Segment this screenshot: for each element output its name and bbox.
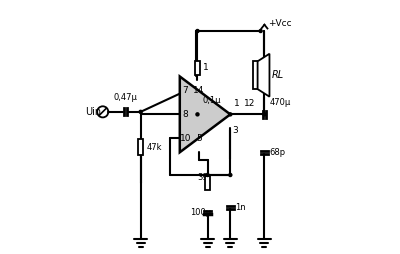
Text: 47k: 47k	[146, 143, 162, 152]
Bar	[253, 61, 258, 89]
Text: +Vcc: +Vcc	[268, 19, 292, 28]
Text: 100µ: 100µ	[190, 208, 211, 217]
Text: 68p: 68p	[269, 148, 285, 157]
Circle shape	[229, 113, 232, 116]
Text: 0,47µ: 0,47µ	[114, 93, 138, 102]
Bar	[205, 176, 210, 189]
Text: 470µ: 470µ	[270, 98, 291, 107]
Text: 3: 3	[232, 126, 238, 135]
Text: 5: 5	[196, 134, 202, 143]
Bar	[138, 139, 143, 155]
Bar	[195, 61, 200, 75]
Text: 1: 1	[234, 99, 240, 107]
Text: 10: 10	[180, 134, 191, 143]
Text: 1n: 1n	[235, 203, 246, 212]
Polygon shape	[258, 54, 270, 97]
Text: 8: 8	[182, 110, 188, 119]
Circle shape	[196, 113, 199, 116]
Circle shape	[229, 173, 232, 177]
Text: 0,1µ: 0,1µ	[202, 96, 220, 105]
Text: 7: 7	[182, 86, 188, 95]
Text: 14: 14	[193, 86, 204, 95]
Text: RL: RL	[272, 70, 284, 80]
Circle shape	[259, 29, 262, 33]
Circle shape	[196, 29, 199, 33]
Text: 12: 12	[244, 99, 256, 107]
Text: 1: 1	[203, 63, 209, 72]
Circle shape	[206, 173, 209, 177]
Text: 39: 39	[198, 173, 208, 182]
Circle shape	[139, 110, 142, 113]
Text: Uin: Uin	[85, 107, 101, 117]
Circle shape	[263, 113, 266, 116]
Polygon shape	[180, 76, 230, 152]
